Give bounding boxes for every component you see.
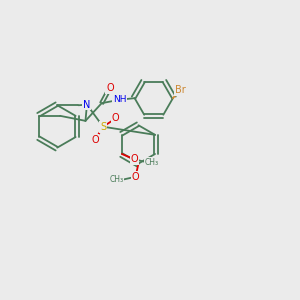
Text: CH₃: CH₃ — [109, 175, 123, 184]
Text: O: O — [132, 172, 139, 182]
Text: N: N — [83, 100, 91, 110]
Text: O: O — [106, 83, 114, 93]
Text: CH₃: CH₃ — [145, 158, 159, 167]
Text: NH: NH — [113, 95, 127, 104]
Text: O: O — [91, 135, 99, 145]
Text: O: O — [112, 113, 119, 124]
Text: Br: Br — [175, 85, 186, 95]
Text: O: O — [130, 154, 138, 164]
Text: S: S — [100, 122, 106, 132]
